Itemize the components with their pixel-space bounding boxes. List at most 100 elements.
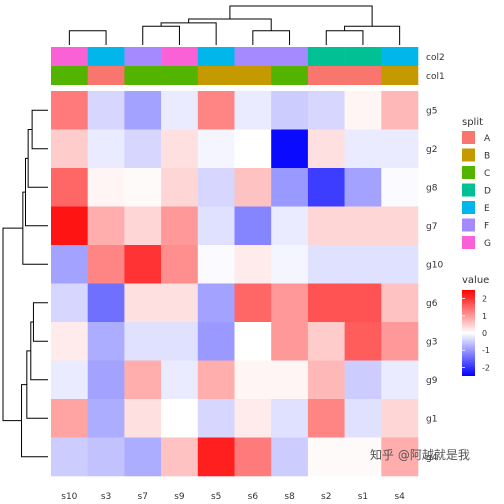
- heatmap-cell: [344, 168, 382, 207]
- heatmap-cell: [271, 283, 309, 323]
- heatmap-cell: [381, 206, 419, 246]
- legend-swatch: [462, 236, 475, 249]
- column-label: s7: [138, 492, 148, 502]
- heatmap-cell: [87, 437, 125, 477]
- heatmap-cell: [197, 91, 235, 130]
- legend-swatch: [462, 148, 475, 162]
- column-dendrogram-branch: [252, 30, 291, 45]
- heatmap-cell: [307, 437, 345, 477]
- heatmap-cell: [87, 245, 125, 284]
- heatmap-cell: [234, 399, 272, 438]
- row-label: g1: [426, 414, 437, 424]
- heatmap-cell: [124, 399, 162, 438]
- heatmap-cell: [87, 283, 125, 323]
- heatmap-cell: [197, 399, 235, 438]
- heatmap-cell: [344, 283, 382, 323]
- heatmap-cell: [381, 437, 419, 477]
- column-dendrogram-branch: [142, 25, 180, 45]
- heatmap-cell: [381, 245, 419, 284]
- annotation-label-col2: col2: [426, 53, 445, 63]
- heatmap-cell: [51, 437, 88, 477]
- row-label: g3: [426, 337, 437, 347]
- legend-title-value: value: [462, 275, 489, 286]
- heatmap-cell: [307, 245, 345, 284]
- heatmap-cell: [307, 283, 345, 323]
- row-label: g6: [426, 299, 438, 309]
- heatmap-cell: [234, 322, 272, 361]
- heatmap-cell: [271, 437, 309, 477]
- annotation-cell-col1: [271, 66, 309, 85]
- heatmap-cell: [307, 91, 345, 130]
- column-label: s2: [321, 492, 331, 502]
- watermark-text: 知乎 @阿越就是我: [370, 448, 470, 462]
- row-label: g7: [426, 222, 437, 232]
- heatmap-cell: [344, 360, 382, 400]
- heatmap-cell: [161, 322, 199, 361]
- heatmap-cell: [197, 360, 235, 400]
- row-dendrogram-branch: [31, 109, 48, 150]
- heatmap-cell: [381, 399, 419, 438]
- column-label: s5: [211, 492, 221, 502]
- heatmap-cell: [344, 206, 382, 246]
- annotation-cell-col2: [381, 47, 419, 66]
- legend-swatch: [462, 218, 475, 232]
- row-label: g4: [426, 453, 438, 463]
- column-label: s9: [174, 492, 185, 502]
- heatmap-cell: [87, 91, 125, 130]
- annotation-cell-col1: [87, 66, 125, 85]
- heatmap-cell: [124, 129, 162, 169]
- annotation-cell-col2: [344, 47, 382, 66]
- annotation-cell-col2: [87, 47, 125, 66]
- row-dendrogram-branch: [22, 191, 48, 265]
- legend-label: D: [484, 187, 491, 197]
- column-label: s3: [101, 492, 111, 502]
- column-label: s4: [394, 492, 405, 502]
- heatmap-cell: [344, 91, 382, 130]
- heatmap-cell: [51, 168, 88, 207]
- row-label: g2: [426, 145, 437, 155]
- annotation-cell-col1: [51, 66, 88, 85]
- annotation-cell-col2: [51, 47, 88, 66]
- legend-tick-label: -1: [482, 346, 490, 355]
- heatmap-cell: [161, 283, 199, 323]
- row-dendrogram-branch: [21, 384, 48, 458]
- row-label: g9: [426, 376, 438, 386]
- column-dendrogram-branch: [68, 30, 107, 45]
- annotation-cell-col1: [344, 66, 382, 85]
- heatmap-cell: [234, 245, 272, 284]
- heatmap-cell: [271, 129, 309, 169]
- heatmap-cell: [344, 129, 382, 169]
- heatmap-cell: [234, 360, 272, 400]
- heatmap-cell: [161, 168, 199, 207]
- annotation-label-col1: col1: [426, 72, 445, 82]
- heatmap-cell: [344, 399, 382, 438]
- heatmap-cell: [234, 168, 272, 207]
- heatmap-cell: [271, 360, 309, 400]
- legend-label: G: [484, 239, 491, 249]
- legend-swatch: [462, 131, 475, 144]
- heatmap-cell: [307, 360, 345, 400]
- heatmap-cell: [197, 283, 235, 323]
- heatmap-cell: [51, 245, 88, 284]
- heatmap-cell: [234, 129, 272, 169]
- heatmap-cell: [234, 283, 272, 323]
- legend-label: C: [484, 169, 490, 179]
- column-label: s8: [284, 492, 295, 502]
- annotation-cell-col2: [271, 47, 309, 66]
- heatmap-cell: [271, 91, 309, 130]
- heatmap-cell: [197, 129, 235, 169]
- heatmap-cell: [161, 245, 199, 284]
- heatmap-cell: [234, 91, 272, 130]
- heatmap-cell: [87, 399, 125, 438]
- legend-title-split: split: [462, 117, 483, 128]
- annotation-cell-col1: [124, 66, 162, 85]
- heatmap-cell: [307, 206, 345, 246]
- heatmap-cell: [234, 206, 272, 246]
- heatmap-cell: [381, 129, 419, 169]
- heatmap-cell: [161, 360, 199, 400]
- heatmap-cell: [124, 360, 162, 400]
- heatmap-cell: [124, 168, 162, 207]
- row-dendrogram-branch: [26, 350, 48, 419]
- annotation-cell-col2: [124, 47, 162, 66]
- heatmap-cell: [124, 283, 162, 323]
